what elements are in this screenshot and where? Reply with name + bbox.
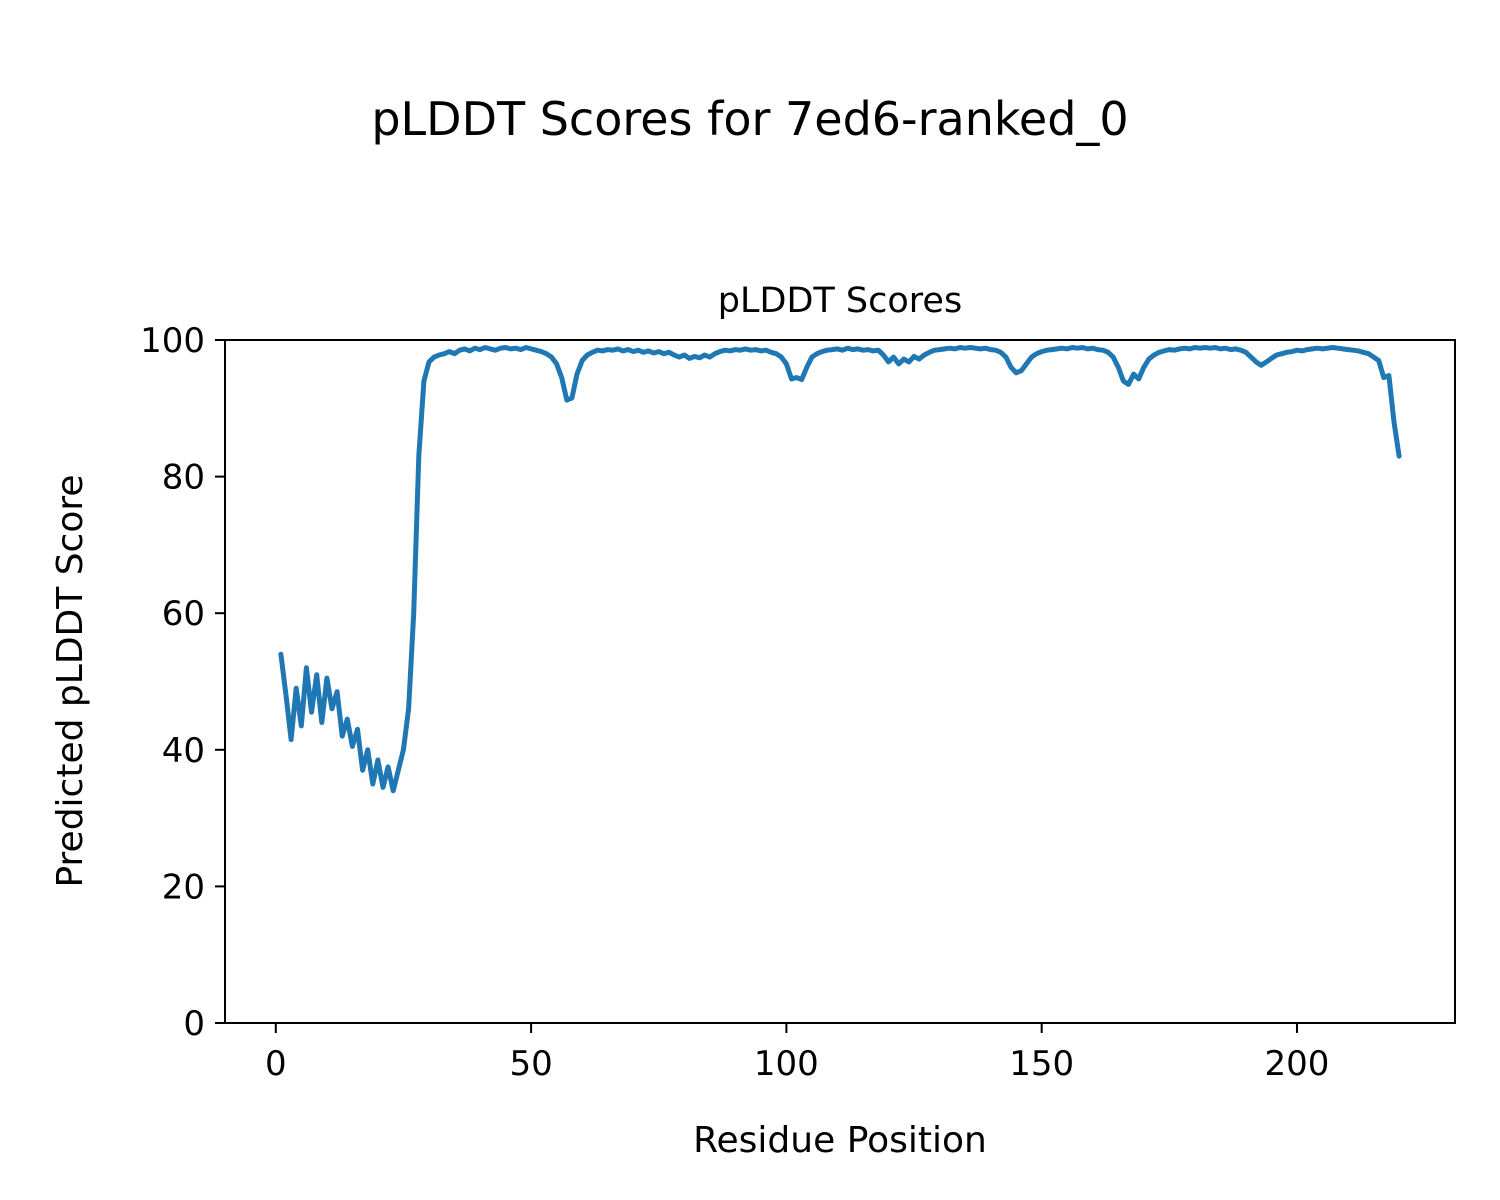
axes-title: pLDDT Scores <box>718 281 962 321</box>
y-tick-label: 40 <box>162 731 205 771</box>
y-tick-label: 80 <box>162 458 205 498</box>
x-tick-label: 0 <box>265 1044 287 1084</box>
axis-ticks: 0 50 100 150 200 0 20 40 60 80 100 <box>140 321 1329 1084</box>
y-tick-label: 20 <box>162 867 205 907</box>
y-tick-label: 60 <box>162 594 205 634</box>
y-tick-label: 100 <box>140 321 205 361</box>
x-tick-label: 150 <box>1009 1044 1074 1084</box>
y-axis-label: Predicted pLDDT Score <box>50 474 91 887</box>
plddt-line <box>278 345 1402 794</box>
x-tick-label: 50 <box>509 1044 552 1084</box>
plot-area <box>224 339 1456 1024</box>
y-tick-label: 0 <box>183 1004 205 1044</box>
figure-title: pLDDT Scores for 7ed6-ranked_0 <box>371 92 1128 146</box>
x-axis-label: Residue Position <box>693 1120 987 1161</box>
x-tick-label: 100 <box>754 1044 819 1084</box>
x-tick-label: 200 <box>1265 1044 1330 1084</box>
